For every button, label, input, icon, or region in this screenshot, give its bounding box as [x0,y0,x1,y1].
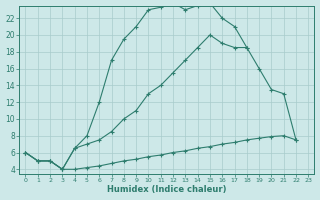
X-axis label: Humidex (Indice chaleur): Humidex (Indice chaleur) [107,185,227,194]
